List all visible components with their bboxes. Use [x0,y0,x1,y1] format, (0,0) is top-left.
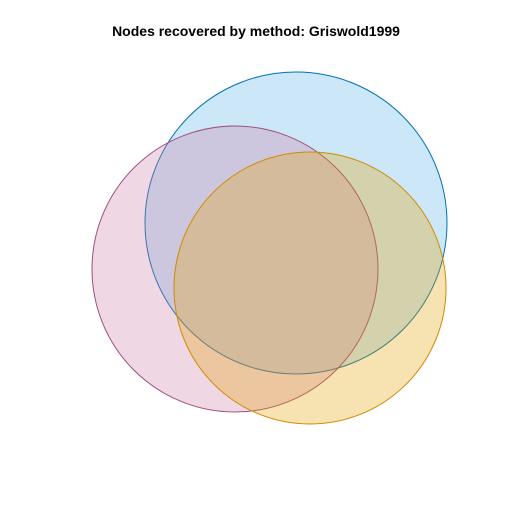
plot-title: Nodes recovered by method: Griswold1999 [112,23,400,39]
orange-set-circle [173,151,447,425]
pink-set-circle [91,125,379,413]
blue-set-circle [144,71,448,375]
